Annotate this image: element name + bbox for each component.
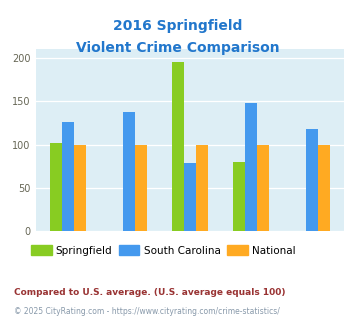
- Bar: [245, 103, 257, 231]
- Bar: [318, 145, 330, 231]
- Legend: Springfield, South Carolina, National: Springfield, South Carolina, National: [27, 241, 300, 260]
- Text: Compared to U.S. average. (U.S. average equals 100): Compared to U.S. average. (U.S. average …: [14, 287, 286, 297]
- Bar: [257, 145, 269, 231]
- Bar: [233, 162, 245, 231]
- Bar: [50, 143, 62, 231]
- Bar: [306, 129, 318, 231]
- Text: Violent Crime Comparison: Violent Crime Comparison: [76, 41, 279, 55]
- Bar: [196, 145, 208, 231]
- Bar: [184, 163, 196, 231]
- Bar: [135, 145, 147, 231]
- Text: 2016 Springfield: 2016 Springfield: [113, 19, 242, 33]
- Bar: [74, 145, 86, 231]
- Bar: [123, 112, 135, 231]
- Bar: [171, 62, 184, 231]
- Text: © 2025 CityRating.com - https://www.cityrating.com/crime-statistics/: © 2025 CityRating.com - https://www.city…: [14, 307, 280, 316]
- Bar: [62, 122, 74, 231]
